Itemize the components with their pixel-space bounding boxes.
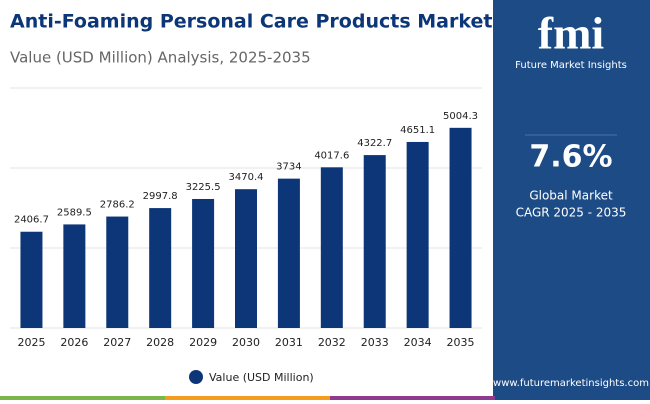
bar (149, 208, 172, 328)
value-label: 4651.1 (400, 125, 435, 136)
logo: fmi (538, 8, 605, 59)
stripe (0, 396, 165, 400)
bar (406, 141, 429, 328)
x-tick-label: 2029 (189, 336, 217, 349)
bar (235, 189, 257, 328)
x-tick-label: 2028 (146, 336, 174, 349)
value-label: 2589.5 (57, 207, 92, 218)
x-tick-label: 2027 (103, 336, 131, 349)
legend-label: Value (USD Million) (209, 371, 314, 384)
bar (363, 155, 386, 328)
x-tick-label: 2035 (447, 336, 475, 349)
value-label: 3225.5 (186, 182, 221, 193)
value-label: 3470.4 (229, 172, 264, 183)
value-label: 5004.3 (443, 111, 478, 122)
bar (449, 127, 472, 328)
value-label: 2786.2 (100, 200, 135, 211)
x-tick-label: 2025 (17, 336, 45, 349)
x-tick-label: 2033 (361, 336, 389, 349)
cagr-caption: Global Market (529, 189, 613, 203)
sidebar (493, 0, 650, 396)
stripe (165, 396, 330, 400)
chart-title: Anti-Foaming Personal Care Products Mark… (10, 11, 492, 33)
x-tick-label: 2030 (232, 336, 260, 349)
value-label: 4322.7 (357, 138, 392, 149)
chart-subtitle: Value (USD Million) Analysis, 2025-2035 (10, 49, 311, 67)
cagr-caption: CAGR 2025 - 2035 (516, 206, 627, 220)
brand-name: Future Market Insights (515, 60, 627, 71)
bar (106, 216, 129, 328)
bar (20, 231, 43, 328)
cagr-value: 7.6% (529, 140, 612, 175)
bar (320, 167, 343, 328)
x-tick-label: 2026 (60, 336, 88, 349)
stripe (495, 396, 650, 400)
value-label: 2406.7 (14, 215, 49, 226)
stripe (330, 396, 495, 400)
website: www.futuremarketinsights.com (493, 378, 649, 389)
bar (63, 224, 86, 328)
bar (192, 198, 215, 328)
value-label: 2997.8 (143, 191, 178, 202)
bar (277, 178, 300, 328)
value-label: 3734 (276, 162, 301, 173)
value-label: 4017.6 (314, 150, 349, 161)
x-tick-label: 2032 (318, 336, 346, 349)
legend-marker (189, 370, 203, 384)
x-tick-label: 2034 (404, 336, 432, 349)
x-tick-label: 2031 (275, 336, 303, 349)
